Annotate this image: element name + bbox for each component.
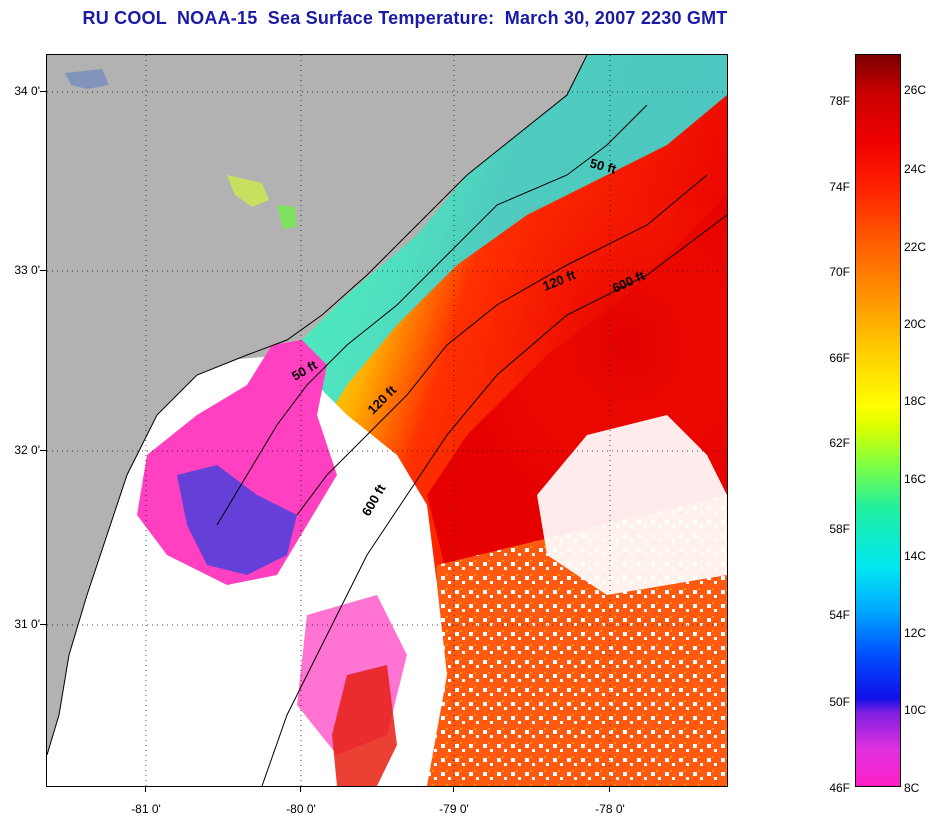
lat-label-34: 34 0' <box>14 84 40 98</box>
inland-lake-2 <box>227 175 269 207</box>
isobath-600ft <box>261 214 727 786</box>
lat-tick <box>40 624 46 625</box>
coastline <box>47 55 588 756</box>
nearshore-cool-water <box>207 55 727 555</box>
lat-label-31: 31 0' <box>14 617 40 631</box>
lon-label-79: -79 0' <box>439 802 469 816</box>
lon-tick <box>609 786 610 792</box>
map-title: RU COOL NOAA-15 Sea Surface Temperature:… <box>82 8 728 28</box>
colorbar-label-c: 20C <box>904 317 927 331</box>
inland-lake-3 <box>277 205 297 229</box>
colorbar-label-c: 16C <box>904 472 927 486</box>
lon-tick <box>453 786 454 792</box>
isobath-120ft <box>296 174 708 516</box>
colorbar-label-c: 10C <box>904 703 927 717</box>
lat-label-33: 33 0' <box>14 263 40 277</box>
sst-map: 50 ft 120 ft 600 ft 50 ft 120 ft 600 ft <box>46 54 728 787</box>
colorbar-label-f: 54F <box>829 608 850 622</box>
colorbar-label-f: 66F <box>829 351 850 365</box>
colorbar-label-c: 24C <box>904 162 927 176</box>
blue-cold-streaks <box>177 465 297 575</box>
lat-tick <box>40 450 46 451</box>
land-mass <box>47 55 587 755</box>
colorbar-label-f: 74F <box>829 180 850 194</box>
lon-label-78: -78 0' <box>595 802 625 816</box>
colorbar-label-c: 14C <box>904 549 927 563</box>
isobath-50ft <box>216 104 648 526</box>
temperature-colorbar <box>855 54 901 787</box>
red-patch-south <box>332 665 397 786</box>
lon-label-80: -80 0' <box>286 802 316 816</box>
lon-label-81: -81 0' <box>131 802 161 816</box>
colorbar-label-f: 58F <box>829 522 850 536</box>
lon-tick <box>145 786 146 792</box>
inland-lake-1 <box>65 69 109 89</box>
lat-tick <box>40 270 46 271</box>
colorbar-label-c: 12C <box>904 626 927 640</box>
graticule <box>47 55 727 786</box>
colorbar-label-c: 22C <box>904 240 927 254</box>
cloud-patch-east <box>537 415 727 595</box>
lat-label-32: 32 0' <box>14 443 40 457</box>
colorbar-label-c: 26C <box>904 83 927 97</box>
colorbar-label-f: 46F <box>829 781 850 795</box>
colorbar-label-f: 50F <box>829 695 850 709</box>
colorbar-label-f: 70F <box>829 265 850 279</box>
colorbar-label-f: 78F <box>829 94 850 108</box>
colorbar-label-c: 18C <box>904 394 927 408</box>
colorbar-label-c: 8C <box>904 781 920 795</box>
sst-map-canvas: 50 ft 120 ft 600 ft 50 ft 120 ft 600 ft <box>47 55 727 786</box>
lon-tick <box>300 786 301 792</box>
colorbar-label-f: 62F <box>829 436 850 450</box>
contour-label-50ft-north: 50 ft <box>588 155 618 177</box>
lat-tick <box>40 91 46 92</box>
